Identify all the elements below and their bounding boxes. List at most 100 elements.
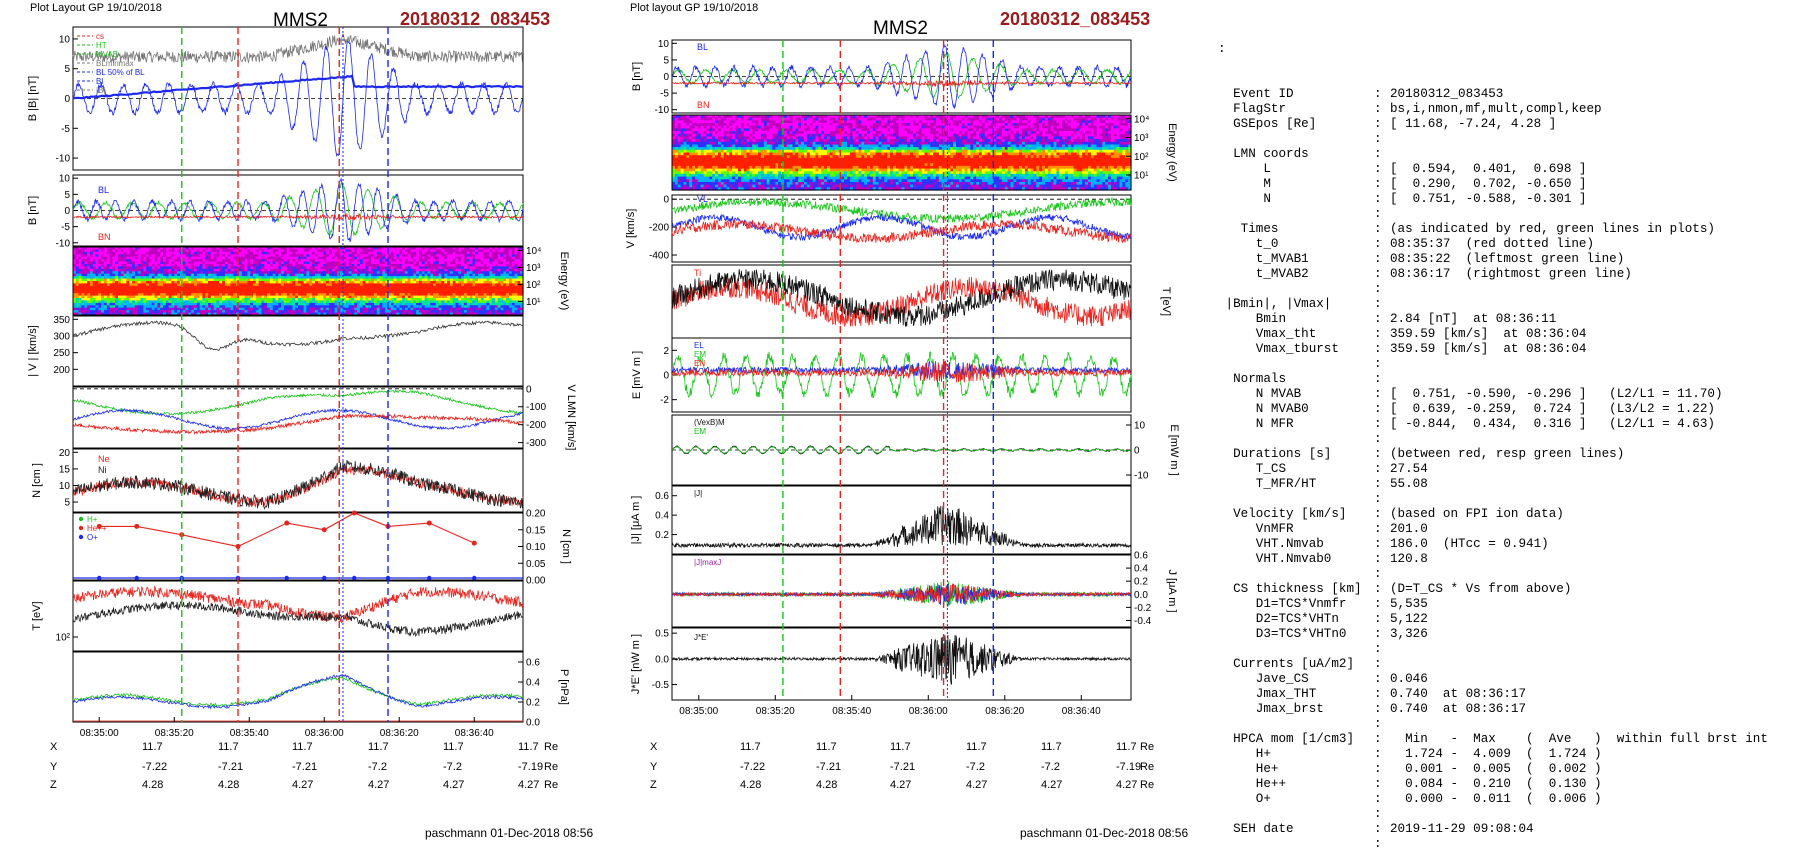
legend-swatch: [79, 517, 83, 521]
left-panel-b-lmn: [73, 175, 523, 246]
legend-label: He++: [87, 524, 107, 533]
left-panel-b-magnitude: [73, 27, 523, 170]
x-tick-label: 08:36:00: [305, 728, 344, 739]
y-tick-label: 10: [59, 174, 71, 185]
y-tick-label: 10²: [526, 280, 541, 291]
y-tick-label: -5: [61, 124, 70, 135]
y-axis-label: P [nPa]: [558, 669, 570, 705]
legend-label: BL 50% of BL: [96, 68, 145, 77]
y-tick-label: 10¹: [526, 297, 541, 308]
y-axis-label: | V | [km/s]: [27, 325, 39, 377]
y-tick-label: 0: [64, 94, 70, 105]
legend-label: Ni: [98, 465, 107, 475]
legend-label: BN: [98, 232, 111, 242]
y-tick-label: 20: [59, 448, 71, 459]
y-tick-label: 0.00: [526, 576, 546, 587]
legend-label: |B|: [96, 86, 106, 95]
y-tick-label: 250: [53, 348, 70, 359]
x-tick-label: 08:35:40: [230, 728, 269, 739]
y-tick-label: 10³: [526, 263, 541, 274]
legend-label: Bl: [96, 77, 103, 86]
legend-label: O+: [87, 533, 98, 542]
left-panel-density: [73, 449, 523, 512]
y-axis-label: B [nT]: [27, 196, 39, 225]
panel-frame: [73, 513, 523, 580]
left-panel-vi-magnitude: [73, 316, 523, 386]
x-tick-label: 08:35:20: [155, 728, 194, 739]
y-tick-label: 0.05: [526, 559, 546, 570]
x-tick-label: 08:35:00: [80, 728, 119, 739]
left-panel-spectrogram: [73, 247, 524, 316]
y-tick-label: 10⁴: [526, 246, 541, 257]
y-tick-label: 5: [64, 64, 70, 75]
y-tick-label: 350: [53, 315, 70, 326]
ti-line: [73, 587, 523, 624]
bl-line: [672, 45, 1131, 108]
y-tick-label: 5: [663, 55, 669, 66]
y-tick-label: 0.6: [526, 658, 540, 669]
y-axis-label: V LMN [km/s]: [565, 384, 577, 450]
x-tick-label: 08:36:40: [455, 728, 494, 739]
y-tick-label: 0.2: [526, 698, 540, 709]
y-tick-label: -10: [56, 154, 71, 165]
y-tick-label: 200: [53, 365, 70, 376]
y-tick-label: -100: [526, 402, 546, 413]
legend-label: H+: [87, 515, 98, 524]
left-panel-composition: [73, 513, 523, 580]
y-tick-label: 5: [64, 498, 70, 509]
y-axis-label: Energy (eV): [558, 252, 570, 311]
vi-magnitude-line: [73, 321, 523, 350]
ni-line: [73, 460, 523, 509]
y-axis-label: B [nT]: [631, 62, 643, 91]
right-panel-spectrogram: [672, 115, 1132, 191]
b-magnitude-line: [73, 35, 523, 63]
y-tick-label: 0.15: [526, 525, 546, 536]
legend-label: BLminmax: [96, 59, 134, 68]
legend-label: MVAB: [96, 50, 118, 59]
panel-frame: [73, 652, 523, 722]
left-panel-pressure: [73, 652, 523, 722]
y-tick-label: -200: [526, 420, 546, 431]
left-panel-temperature: [73, 581, 523, 651]
y-tick-label: 0: [526, 384, 532, 395]
legend-label: cs: [96, 32, 104, 41]
legend-label: BL: [98, 185, 109, 195]
vm-line: [73, 390, 523, 415]
y-tick-label: 0.0: [526, 718, 540, 729]
panel-frame: [73, 449, 523, 512]
y-tick-label: -5: [660, 89, 669, 100]
y-tick-label: 0: [663, 72, 669, 83]
x-tick-label: 08:36:20: [380, 728, 419, 739]
y-tick-label: 5: [64, 190, 70, 201]
vl-line: [73, 409, 523, 430]
y-tick-label: 10: [59, 34, 71, 45]
right-panel-b-lmn: [672, 40, 1131, 113]
left-panel-vi-lmn: [73, 387, 523, 448]
y-tick-label: -300: [526, 438, 546, 449]
he-plus-plus-line: [99, 513, 474, 547]
y-tick-label: 10²: [56, 633, 71, 644]
panel-frame: [73, 316, 523, 386]
y-tick-label: -10: [56, 238, 71, 249]
p-line: [73, 675, 523, 709]
y-tick-label: 0: [64, 206, 70, 217]
y-tick-label: -10: [655, 105, 670, 116]
legend-swatch: [79, 535, 83, 539]
legend-swatch: [79, 526, 83, 530]
bl-smooth-line: [73, 76, 523, 98]
y-tick-label: 300: [53, 332, 70, 343]
y-tick-label: -5: [61, 222, 70, 233]
y-axis-label: N [cm ]: [560, 529, 572, 564]
legend-label: Ne: [98, 454, 110, 464]
y-axis-label: T [eV]: [31, 601, 43, 630]
y-tick-label: 10: [59, 481, 71, 492]
bl-line: [73, 179, 523, 242]
y-tick-label: 10: [658, 39, 670, 50]
y-tick-label: 15: [59, 464, 71, 475]
y-axis-label: N [cm ]: [31, 463, 43, 498]
legend-label: HT: [96, 41, 107, 50]
te-line: [73, 602, 523, 637]
y-tick-label: 0.20: [526, 509, 546, 520]
y-axis-label: B |B| [nT]: [27, 76, 39, 121]
y-tick-label: 0.4: [526, 678, 540, 689]
